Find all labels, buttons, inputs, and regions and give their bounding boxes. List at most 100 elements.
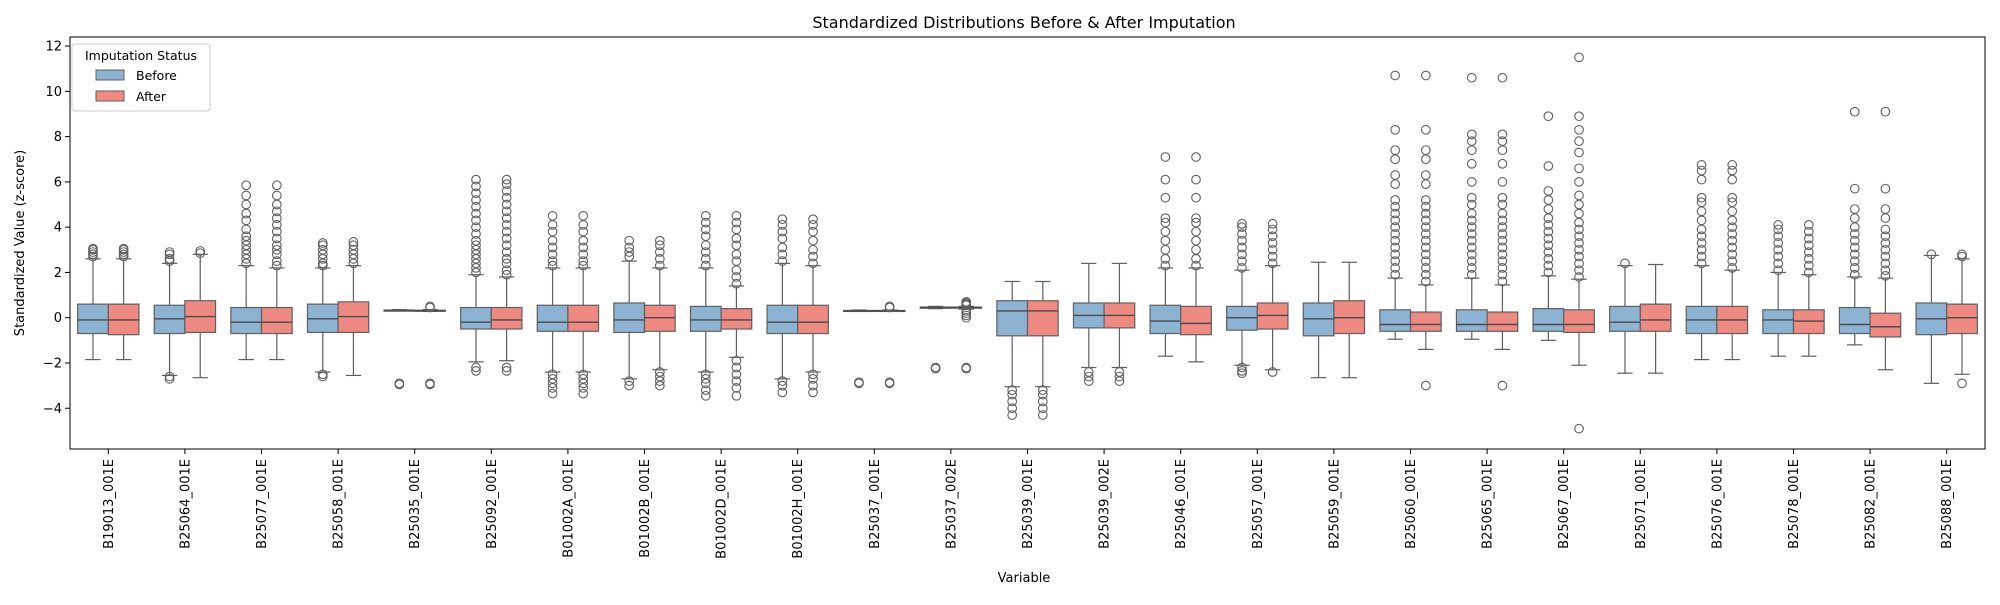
outlier-point <box>471 229 481 239</box>
outlier-point <box>1497 177 1508 187</box>
outlier-point <box>1497 145 1508 156</box>
outlier-point <box>547 260 558 271</box>
outlier-point <box>271 260 282 271</box>
outlier-point <box>1466 229 1477 239</box>
box-body <box>1762 309 1795 335</box>
outlier-point <box>501 226 512 237</box>
outlier-point <box>1160 152 1171 162</box>
outlier-point <box>1497 263 1508 273</box>
outlier-point <box>700 253 711 264</box>
outlier-point <box>1543 226 1554 237</box>
outlier-point <box>317 260 328 271</box>
outlier-point <box>501 199 512 210</box>
outlier-point <box>471 201 481 212</box>
outlier-point <box>624 247 635 257</box>
outlier-point <box>1543 111 1554 122</box>
outlier-point <box>1237 218 1247 229</box>
outlier-point <box>1727 197 1738 208</box>
outlier-point <box>501 186 512 196</box>
outlier-point <box>808 373 818 384</box>
outlier-point <box>1727 229 1738 239</box>
outlier-point <box>1160 235 1171 246</box>
box-before <box>843 309 875 389</box>
box-before <box>766 214 799 398</box>
outlier-point <box>1191 217 1201 228</box>
x-tick-label: B25092_001E <box>485 459 500 549</box>
outlier-point <box>1574 224 1584 235</box>
outlier-point <box>501 213 512 223</box>
outlier-point <box>1880 106 1891 117</box>
outlier-point <box>1267 224 1278 235</box>
outlier-point <box>654 253 665 264</box>
box-before <box>1685 160 1718 361</box>
outlier-point <box>471 222 481 233</box>
outlier-point <box>1420 195 1431 205</box>
outlier-point <box>1497 269 1508 280</box>
y-tick-label: −2 <box>43 356 62 371</box>
outlier-point <box>700 373 711 384</box>
outlier-point <box>731 240 742 251</box>
outlier-point <box>1390 170 1401 180</box>
x-tick-label: B25039_001E <box>1021 459 1036 549</box>
outlier-point <box>1543 161 1554 171</box>
outlier-point <box>1267 231 1278 242</box>
x-tick-label: B25059_001E <box>1327 459 1342 549</box>
outlier-point <box>654 376 665 386</box>
outlier-point <box>1191 226 1201 237</box>
outlier-point <box>1420 215 1431 226</box>
outlier-point <box>854 377 864 388</box>
box-after <box>797 214 829 398</box>
x-tick-label: B25046_001E <box>1174 459 1189 549</box>
outlier-point <box>348 237 359 247</box>
y-tick-label: 6 <box>54 175 62 190</box>
box-before <box>153 247 186 384</box>
outlier-point <box>1390 249 1401 260</box>
outlier-point <box>1390 215 1401 226</box>
outlier-point <box>1237 222 1247 233</box>
box-body <box>1455 309 1488 332</box>
outlier-point <box>1497 192 1508 203</box>
outlier-point <box>1466 222 1477 233</box>
outlier-point <box>1543 247 1554 257</box>
outlier-point <box>1237 368 1247 379</box>
outlier-point <box>1574 244 1584 255</box>
outlier-point <box>578 242 589 253</box>
box-body <box>613 302 646 334</box>
x-tick-label: B25037_001E <box>868 459 883 549</box>
outlier-point <box>501 362 512 373</box>
outlier-point <box>1574 52 1584 63</box>
outlier-point <box>1880 251 1891 262</box>
outlier-point <box>1574 251 1584 262</box>
outlier-point <box>501 366 512 376</box>
outlier-point <box>1237 242 1247 253</box>
outlier-point <box>777 256 788 266</box>
outlier-point <box>1880 270 1891 281</box>
outlier-point <box>700 217 711 228</box>
outlier-point <box>1390 269 1401 280</box>
outlier-point <box>808 226 818 237</box>
outlier-point <box>471 195 481 205</box>
outlier-point <box>654 380 665 391</box>
outlier-point <box>1497 136 1508 146</box>
outlier-point <box>501 179 512 189</box>
outlier-point <box>1466 199 1477 210</box>
outlier-point <box>1037 396 1048 407</box>
outlier-point <box>1849 235 1860 246</box>
box-after <box>414 301 446 390</box>
outlier-point <box>808 258 818 269</box>
outlier-point <box>317 240 328 251</box>
outlier-point <box>808 220 818 230</box>
outlier-point <box>1160 244 1171 255</box>
outlier-point <box>1696 174 1707 185</box>
outlier-point <box>1880 244 1891 255</box>
outlier-point <box>731 210 742 221</box>
outlier-point <box>1696 206 1707 217</box>
outlier-point <box>164 249 175 260</box>
box-body <box>689 305 722 332</box>
outlier-point <box>1191 152 1201 162</box>
outlier-point <box>1727 249 1738 260</box>
box-after <box>1792 220 1825 357</box>
outlier-point <box>930 363 941 374</box>
outlier-point <box>1497 249 1508 260</box>
outlier-point <box>1007 410 1018 420</box>
